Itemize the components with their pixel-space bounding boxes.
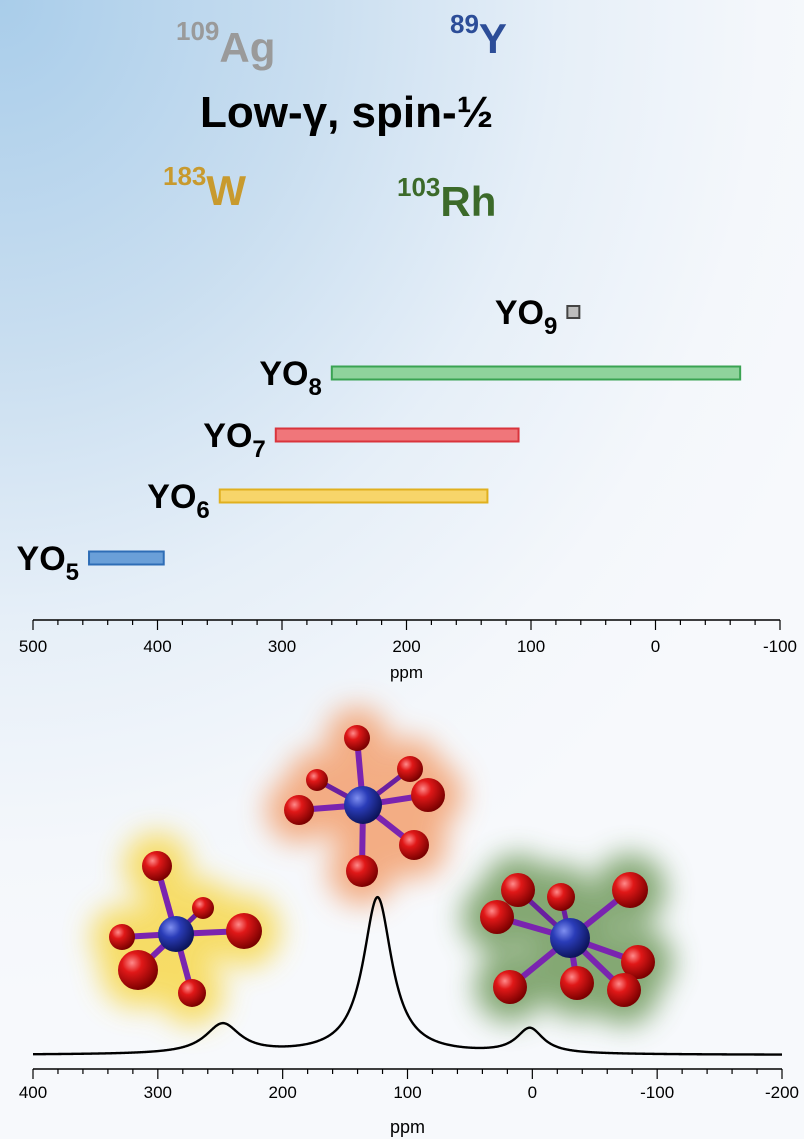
nucleus-y: 89Y bbox=[450, 9, 507, 62]
oxygen-atom bbox=[501, 873, 535, 907]
range-bar-yo9 bbox=[566, 305, 581, 319]
range-tick-label: 0 bbox=[651, 637, 660, 656]
oxygen-atom bbox=[612, 872, 648, 908]
range-bar-yo7 bbox=[274, 427, 520, 443]
oxygen-atom bbox=[493, 970, 527, 1004]
oxygen-atom bbox=[118, 950, 158, 990]
oxygen-atom bbox=[397, 756, 423, 782]
nucleus-w-mass: 183 bbox=[163, 161, 206, 191]
range-label-yo9: YO9 bbox=[495, 294, 557, 340]
oxygen-atom bbox=[621, 945, 655, 979]
header: 109Ag 89Y Low-γ, spin-½ 183W 103Rh bbox=[163, 9, 507, 225]
range-bar-yo6 bbox=[218, 488, 489, 504]
range-chart: 500 400 300 200 100 0 -100 ppm YO9 YO8 YO7 YO6 YO5 bbox=[17, 294, 797, 682]
oxygen-atom bbox=[560, 966, 594, 1000]
spectrum-tick-label: 300 bbox=[144, 1083, 172, 1102]
oxygen-atom bbox=[607, 973, 641, 1007]
spectrum-tick-label: -100 bbox=[640, 1083, 674, 1102]
range-label-yo8: YO8 bbox=[259, 355, 321, 401]
yellow-cluster bbox=[91, 833, 280, 1025]
range-tick-label: 500 bbox=[19, 637, 47, 656]
nucleus-rh: 103Rh bbox=[397, 172, 496, 225]
spectrum-tick-label: 400 bbox=[19, 1083, 47, 1102]
oxygen-atom bbox=[226, 913, 262, 949]
nucleus-w-symbol: W bbox=[206, 167, 246, 214]
range-label-yo5: YO5 bbox=[17, 540, 79, 586]
oxygen-atom bbox=[411, 778, 445, 812]
orange-cluster bbox=[266, 707, 463, 905]
nucleus-ag: 109Ag bbox=[176, 16, 275, 71]
nucleus-y-symbol: Y bbox=[479, 15, 507, 62]
range-bar-yo5 bbox=[88, 550, 165, 566]
nucleus-rh-mass: 103 bbox=[397, 172, 440, 202]
page-title: Low-γ, spin-½ bbox=[200, 88, 493, 137]
range-label-yo7: YO7 bbox=[203, 417, 265, 463]
spectrum-chart: 400 300 200 100 0 -100 -200 ppm bbox=[19, 895, 799, 1137]
range-tick-label: -100 bbox=[763, 637, 797, 656]
range-tick-label: 100 bbox=[517, 637, 545, 656]
range-axis-label: ppm bbox=[390, 663, 423, 682]
oxygen-atom bbox=[346, 855, 378, 887]
oxygen-atom bbox=[480, 900, 514, 934]
spectrum-line bbox=[33, 895, 782, 1056]
oxygen-atom bbox=[109, 924, 135, 950]
oxygen-atom bbox=[306, 769, 328, 791]
structures bbox=[91, 707, 673, 1025]
nucleus-w: 183W bbox=[163, 161, 246, 214]
green-cluster bbox=[462, 854, 673, 1025]
nucleus-ag-symbol: Ag bbox=[219, 24, 275, 71]
oxygen-atom bbox=[547, 883, 575, 911]
spectrum-tick-label: 200 bbox=[268, 1083, 296, 1102]
oxygen-atom bbox=[284, 795, 314, 825]
oxygen-atom bbox=[344, 725, 370, 751]
range-bar-yo8 bbox=[330, 365, 742, 381]
spectrum-tick-label: 100 bbox=[393, 1083, 421, 1102]
nucleus-y-mass: 89 bbox=[450, 9, 479, 39]
nucleus-ag-mass: 109 bbox=[176, 16, 219, 46]
range-tick-label: 300 bbox=[268, 637, 296, 656]
range-tick-label: 400 bbox=[143, 637, 171, 656]
oxygen-atom bbox=[142, 851, 172, 881]
yttrium-atom bbox=[550, 918, 590, 958]
range-label-yo6: YO6 bbox=[147, 478, 209, 524]
spectrum-tick-label: 0 bbox=[528, 1083, 537, 1102]
oxygen-atom bbox=[399, 830, 429, 860]
yttrium-atom bbox=[344, 786, 382, 824]
range-tick-label: 200 bbox=[392, 637, 420, 656]
spectrum-tick-label: -200 bbox=[765, 1083, 799, 1102]
spectrum-axis-label: ppm bbox=[390, 1117, 425, 1137]
yttrium-atom bbox=[158, 916, 194, 952]
nucleus-rh-symbol: Rh bbox=[440, 178, 496, 225]
oxygen-atom bbox=[192, 897, 214, 919]
oxygen-atom bbox=[178, 979, 206, 1007]
